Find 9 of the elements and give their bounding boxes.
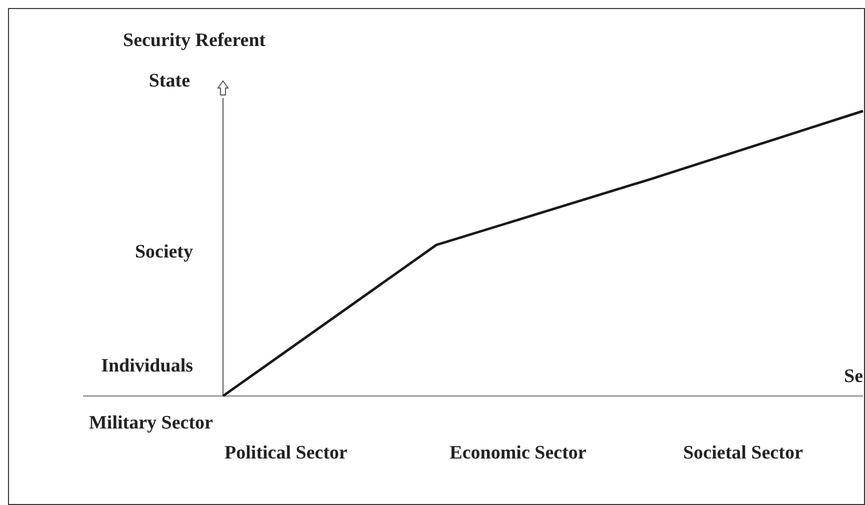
text: Military Sector (89, 412, 214, 434)
text: State (148, 70, 190, 92)
text: Economic Sector (450, 442, 587, 464)
text: Political Sector (224, 442, 348, 464)
y-axis-title: Security Referent (123, 30, 266, 51)
annotation: Society (134, 242, 194, 263)
annotation: Individuals (101, 356, 193, 377)
text: Societal Sector (683, 442, 804, 464)
x-axis-title: Se (844, 366, 863, 387)
